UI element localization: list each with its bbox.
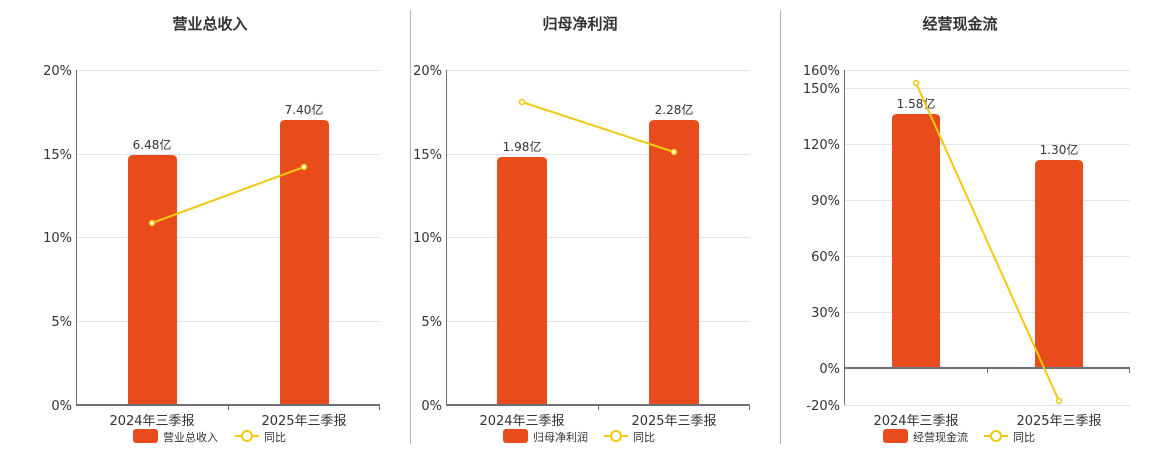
x-tick-label: 2025年三季报 xyxy=(1016,414,1101,429)
legend-bar-label[interactable]: 归母净利润 xyxy=(533,430,588,444)
x-tick-label: 2025年三季报 xyxy=(631,414,716,429)
x-tick-label: 2024年三季报 xyxy=(873,414,958,429)
legend: 经营现金流 同比 xyxy=(883,429,1035,444)
legend: 营业总收入 同比 xyxy=(133,429,286,444)
y-tick-label: -20% xyxy=(806,399,840,414)
y-tick-label: 15% xyxy=(413,148,442,163)
y-tick-label: 120% xyxy=(803,138,840,153)
legend-bar-swatch[interactable] xyxy=(883,429,908,443)
revenue-chart: 营业总收入 20% 15% 10% 5% 0% 6.48亿 7.40亿 xyxy=(43,15,380,444)
bar-2024[interactable] xyxy=(892,114,940,368)
yoy-point[interactable] xyxy=(518,98,526,106)
grid-lines xyxy=(844,70,1130,406)
legend-line-label[interactable]: 同比 xyxy=(264,431,286,444)
y-tick-label: 10% xyxy=(43,231,72,246)
bar-2024[interactable] xyxy=(497,157,547,405)
x-tick-label: 2024年三季报 xyxy=(109,414,194,429)
legend: 归母净利润 同比 xyxy=(503,429,655,444)
x-tick-label: 2025年三季报 xyxy=(261,414,346,429)
panel-divider xyxy=(410,10,411,444)
bar-2025[interactable] xyxy=(280,120,329,405)
y-tick-label: 15% xyxy=(43,148,72,163)
bar-value-label: 6.48亿 xyxy=(133,137,172,152)
bar-value-label: 1.30亿 xyxy=(1040,142,1079,157)
chart-title: 归母净利润 xyxy=(542,15,617,33)
yoy-line xyxy=(521,101,675,153)
chart-panel-revenue: 营业总收入 20% 15% 10% 5% 0% 6.48亿 7.40亿 xyxy=(0,0,410,450)
legend-line-label[interactable]: 同比 xyxy=(633,431,655,444)
y-tick-label: 20% xyxy=(43,64,72,79)
yoy-point[interactable] xyxy=(148,219,156,227)
bar-value-label: 7.40亿 xyxy=(285,102,324,117)
legend-line-icon[interactable] xyxy=(241,430,253,442)
y-tick-label: 90% xyxy=(811,194,840,209)
y-tick-label: 0% xyxy=(51,399,72,414)
y-tick-label: 160% xyxy=(803,64,840,79)
legend-line-label[interactable]: 同比 xyxy=(1013,431,1035,444)
legend-line-icon[interactable] xyxy=(990,430,1002,442)
chart-panel-operating-cash-flow: 经营现金流 160% 150% 120% 90% 60% 30% 0% -20%… xyxy=(781,0,1160,450)
y-tick-label: 30% xyxy=(811,306,840,321)
bar-value-label: 1.58亿 xyxy=(897,96,936,111)
legend-bar-label[interactable]: 营业总收入 xyxy=(163,430,218,444)
net-profit-chart: 归母净利润 20% 15% 10% 5% 0% 1.98亿 2.28亿 2024… xyxy=(413,15,750,444)
legend-bar-swatch[interactable] xyxy=(133,429,158,443)
grid-lines xyxy=(77,70,380,322)
bar-2024[interactable] xyxy=(128,155,177,405)
chart-title: 营业总收入 xyxy=(172,15,247,33)
bar-value-label: 1.98亿 xyxy=(503,139,542,154)
y-tick-label: 60% xyxy=(811,250,840,265)
yoy-line xyxy=(151,166,305,224)
yoy-line xyxy=(915,82,1060,402)
bar-2025[interactable] xyxy=(649,120,699,405)
yoy-point[interactable] xyxy=(300,163,308,171)
x-tick-label: 2024年三季报 xyxy=(479,414,564,429)
y-tick-label: 10% xyxy=(413,231,442,246)
panel-divider xyxy=(780,10,781,444)
yoy-point[interactable] xyxy=(1055,397,1063,405)
y-tick-label: 150% xyxy=(803,82,840,97)
chart-title: 经营现金流 xyxy=(922,15,997,33)
yoy-point[interactable] xyxy=(670,148,678,156)
y-tick-label: 5% xyxy=(421,315,442,330)
bar-value-label: 2.28亿 xyxy=(655,102,694,117)
y-tick-label: 0% xyxy=(421,399,442,414)
yoy-point[interactable] xyxy=(912,79,920,87)
operating-cash-flow-chart: 经营现金流 160% 150% 120% 90% 60% 30% 0% -20%… xyxy=(803,15,1130,444)
chart-panel-net-profit: 归母净利润 20% 15% 10% 5% 0% 1.98亿 2.28亿 2024… xyxy=(411,0,780,450)
y-tick-label: 20% xyxy=(413,64,442,79)
legend-bar-swatch[interactable] xyxy=(503,429,528,443)
legend-line-icon[interactable] xyxy=(610,430,622,442)
y-tick-label: 5% xyxy=(51,315,72,330)
y-tick-label: 0% xyxy=(819,362,840,377)
grid-lines xyxy=(446,70,750,322)
bar-2025[interactable] xyxy=(1035,160,1083,368)
legend-bar-label[interactable]: 经营现金流 xyxy=(913,430,968,444)
